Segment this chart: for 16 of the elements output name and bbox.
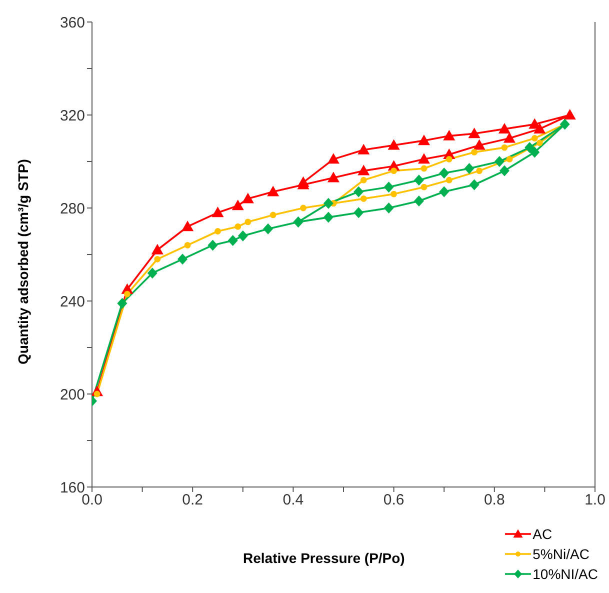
y-tick-label: 320	[60, 107, 85, 124]
legend-label: AC	[532, 526, 552, 542]
y-tick-label: 280	[60, 200, 85, 218]
y-axis-title: Quantity adsorbed (cm³/g STP)	[14, 159, 31, 364]
legend-label: 10%NI/AC	[532, 566, 598, 582]
x-tick-label: 0.8	[484, 492, 505, 509]
y-tick-label: 360	[60, 14, 85, 32]
y-tick-label: 240	[60, 293, 85, 310]
x-tick-label: 0.2	[182, 492, 204, 509]
y-tick-label: 200	[60, 386, 85, 404]
x-tick-label: 0.0	[82, 492, 102, 509]
x-tick-label: 0.6	[383, 492, 404, 509]
x-tick-label: 1.0	[584, 492, 606, 509]
x-tick-label: 0.4	[282, 492, 304, 509]
legend-label: 5%Ni/AC	[532, 546, 590, 562]
x-axis-title: Relative Pressure (P/Po)	[243, 550, 405, 566]
